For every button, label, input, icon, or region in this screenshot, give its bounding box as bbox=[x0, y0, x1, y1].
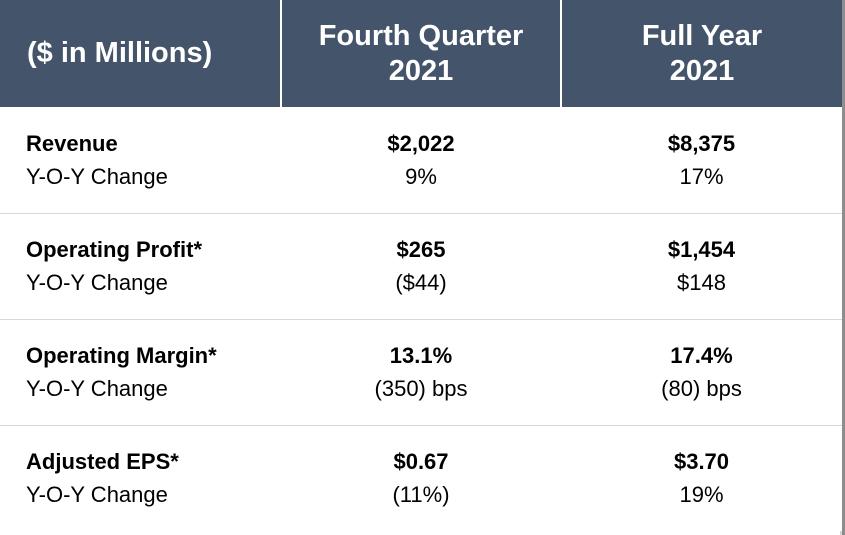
row-label-cell: Adjusted EPS* Y-O-Y Change bbox=[0, 424, 281, 531]
fourth-quarter-cell: $265 ($44) bbox=[281, 212, 561, 319]
fourth-quarter-value: $265 bbox=[396, 237, 446, 262]
metric-label: Adjusted EPS* bbox=[26, 449, 179, 475]
fourth-quarter-value: 13.1% bbox=[389, 343, 453, 368]
table-row-operating-profit: Operating Profit* Y-O-Y Change $265 ($44… bbox=[0, 212, 842, 319]
row-label-cell: Operating Margin* Y-O-Y Change bbox=[0, 318, 281, 425]
header-fourth-quarter-line1: Fourth Quarter bbox=[318, 20, 524, 53]
fourth-quarter-change: (11%) bbox=[392, 482, 450, 508]
full-year-value: $1,454 bbox=[667, 237, 736, 262]
fourth-quarter-value: $0.67 bbox=[393, 449, 449, 475]
fourth-quarter-change: (350) bps bbox=[374, 376, 468, 401]
header-full-year: Full Year 2021 bbox=[560, 0, 842, 107]
change-label: Y-O-Y Change bbox=[26, 376, 168, 401]
table-row-adjusted-eps: Adjusted EPS* Y-O-Y Change $0.67 (11%) $… bbox=[0, 424, 842, 531]
full-year-change: $148 bbox=[677, 270, 726, 295]
full-year-cell: 17.4% (80) bps bbox=[561, 318, 842, 425]
header-fourth-quarter: Fourth Quarter 2021 bbox=[280, 0, 561, 107]
full-year-cell: $8,375 17% bbox=[561, 107, 842, 213]
header-label-text: ($ in Millions) bbox=[27, 37, 213, 70]
metric-label: Revenue bbox=[26, 130, 118, 156]
change-label: Y-O-Y Change bbox=[26, 482, 168, 508]
full-year-value: 17.4% bbox=[670, 343, 733, 368]
full-year-change: (80) bps bbox=[661, 376, 742, 401]
change-label: Y-O-Y Change bbox=[26, 163, 168, 189]
row-label-cell: Revenue Y-O-Y Change bbox=[0, 107, 281, 213]
fourth-quarter-change: ($44) bbox=[395, 270, 447, 295]
table-row-revenue: Revenue Y-O-Y Change $2,022 9% $8,375 17… bbox=[0, 107, 842, 213]
row-label-cell: Operating Profit* Y-O-Y Change bbox=[0, 212, 281, 319]
full-year-change: 19% bbox=[679, 482, 724, 508]
full-year-change: 17% bbox=[679, 163, 724, 189]
fourth-quarter-value: $2,022 bbox=[387, 130, 455, 156]
fourth-quarter-cell: 13.1% (350) bps bbox=[281, 318, 561, 425]
full-year-cell: $1,454 $148 bbox=[561, 212, 842, 319]
metric-label: Operating Margin* bbox=[26, 343, 217, 368]
fourth-quarter-change: 9% bbox=[405, 163, 437, 189]
table-header-row: ($ in Millions) Fourth Quarter 2021 Full… bbox=[0, 0, 842, 107]
header-label-column: ($ in Millions) bbox=[0, 0, 281, 107]
metric-label: Operating Profit* bbox=[26, 237, 203, 262]
fourth-quarter-cell: $2,022 9% bbox=[281, 107, 561, 213]
full-year-cell: $3.70 19% bbox=[561, 424, 842, 531]
fourth-quarter-cell: $0.67 (11%) bbox=[281, 424, 561, 531]
change-label: Y-O-Y Change bbox=[26, 270, 168, 295]
full-year-value: $3.70 bbox=[673, 449, 730, 475]
header-full-year-line2: 2021 bbox=[669, 54, 735, 87]
header-fourth-quarter-line2: 2021 bbox=[388, 54, 454, 87]
table-row-operating-margin: Operating Margin* Y-O-Y Change 13.1% (35… bbox=[0, 318, 842, 425]
full-year-value: $8,375 bbox=[667, 130, 736, 156]
header-full-year-line1: Full Year bbox=[641, 20, 763, 53]
